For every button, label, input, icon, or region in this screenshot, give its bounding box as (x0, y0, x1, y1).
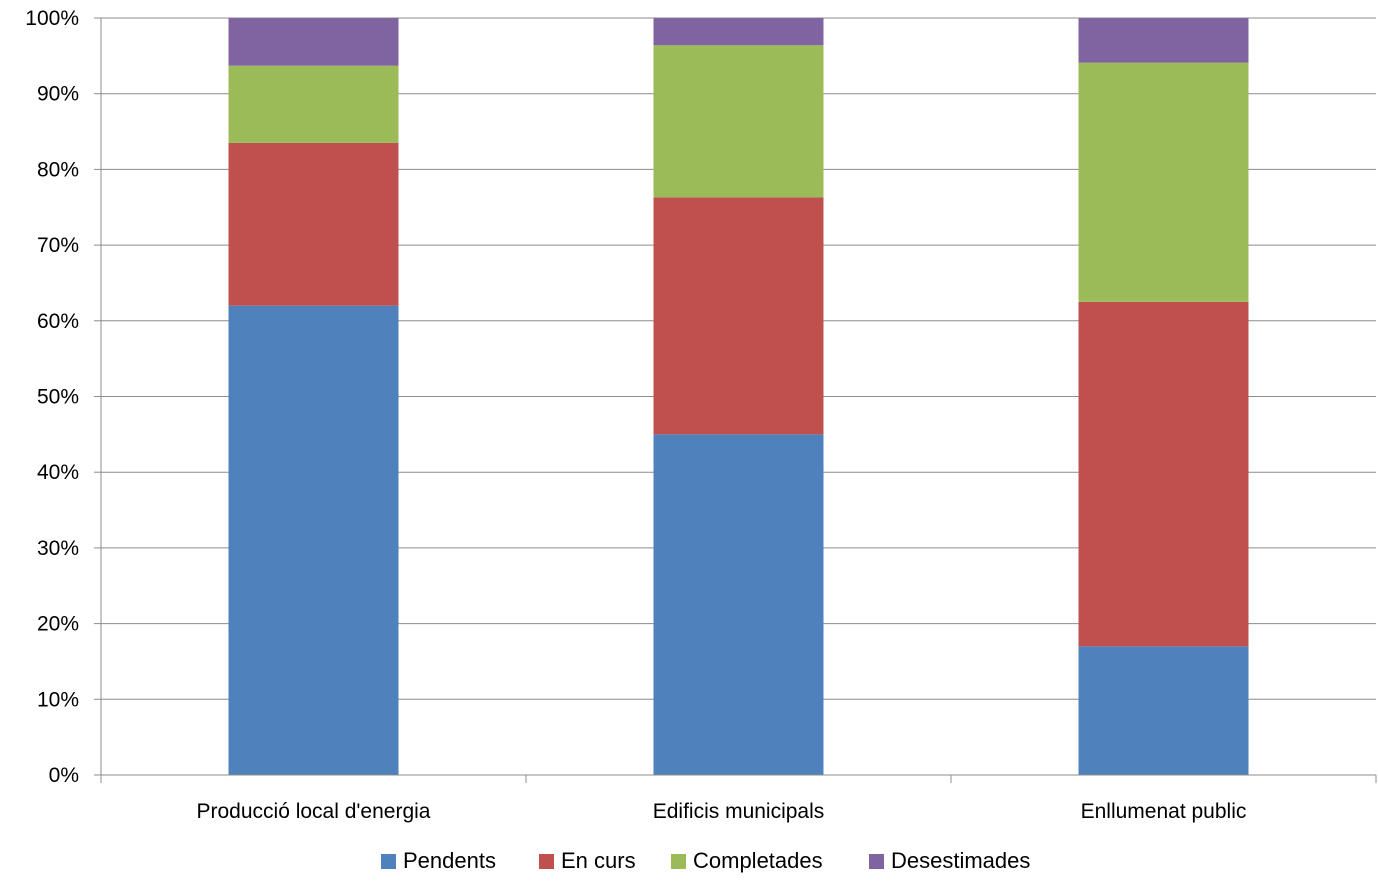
x-category-label: Enllumenat public (1081, 800, 1247, 823)
axes (94, 17, 1377, 783)
x-category-label: Producció local d'energia (197, 800, 431, 823)
bars (228, 18, 1249, 775)
y-tick-label: 80% (37, 158, 79, 181)
bar-segment-desestimades (1078, 18, 1249, 63)
legend-label: Pendents (403, 848, 496, 873)
bar-segment-completades (653, 45, 824, 198)
legend-swatch (539, 854, 554, 869)
bar-segment-pendents (228, 305, 399, 775)
bar-segment-completades (228, 65, 399, 143)
y-tick-label: 20% (37, 613, 79, 636)
x-category-labels: Producció local d'energia Edificis munici… (197, 800, 1247, 823)
legend-swatch (869, 854, 884, 869)
y-tick-label: 0% (49, 764, 79, 787)
bar-segment-en-curs (228, 142, 399, 306)
bar-segment-desestimades (653, 18, 824, 46)
legend-swatch (671, 854, 686, 869)
legend-swatch (381, 854, 396, 869)
y-tick-label: 10% (37, 688, 79, 711)
y-tick-label: 60% (37, 310, 79, 333)
legend: Pendents En curs Completades Desestimades (381, 848, 1030, 873)
bar-segment-desestimades (228, 18, 399, 66)
bar-segment-en-curs (1078, 301, 1249, 647)
bar-segment-completades (1078, 62, 1249, 302)
bar-segment-en-curs (653, 197, 824, 435)
bar-segment-pendents (653, 434, 824, 775)
y-tick-label: 30% (37, 537, 79, 560)
y-tick-labels: 0% 10% 20% 30% 40% 50% 60% 70% 80% 90% 100% (25, 7, 79, 787)
y-tick-label: 100% (25, 7, 79, 30)
y-tick-label: 40% (37, 461, 79, 484)
y-tick-label: 50% (37, 386, 79, 409)
x-category-label: Edificis municipals (653, 800, 825, 823)
y-tick-label: 90% (37, 83, 79, 106)
legend-label: En curs (561, 848, 636, 873)
y-tick-label: 70% (37, 234, 79, 257)
legend-label: Desestimades (891, 848, 1030, 873)
legend-label: Completades (693, 848, 823, 873)
bar-segment-pendents (1078, 646, 1249, 775)
